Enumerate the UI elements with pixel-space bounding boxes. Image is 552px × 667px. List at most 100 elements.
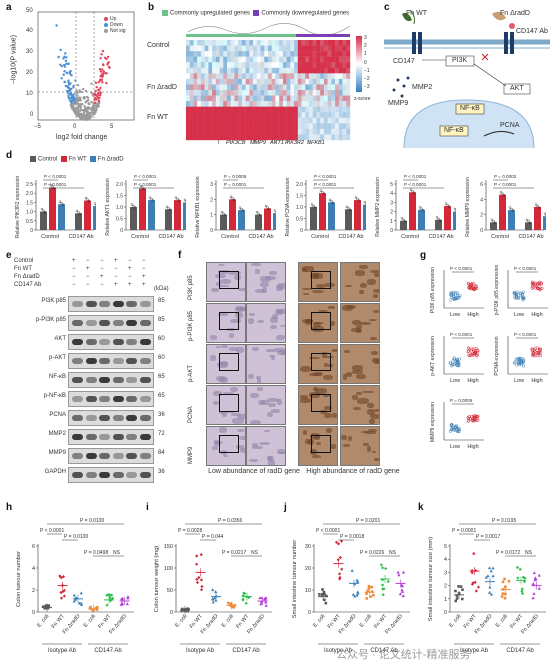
legend-fnwt: Fn WT	[68, 156, 87, 163]
heatmap-cell	[234, 128, 239, 135]
ihc-stain	[254, 269, 261, 274]
ihc-stain	[366, 278, 377, 285]
volcano-point	[83, 109, 87, 112]
ihc-ylabel: PCNA expression	[494, 336, 500, 375]
tumour-point	[370, 585, 373, 589]
heatmap-cell	[316, 123, 321, 130]
qpcr-ylabel: Relative AKT1 expression	[105, 178, 111, 235]
volcano-point	[98, 79, 102, 82]
qpcr-point	[502, 194, 506, 197]
tumour-group-isotype: Isotype Ab	[186, 648, 215, 654]
heatmap-cell	[331, 62, 336, 68]
ihc-pvalue: P < 0.0001	[514, 266, 537, 271]
heatmap-cell	[245, 56, 250, 63]
ihc-stain	[260, 276, 272, 282]
heatmap-cell	[249, 123, 254, 130]
volcano-point	[91, 92, 94, 96]
heatmap-cell	[230, 134, 235, 141]
ihc-caption-high: High abundance of radD gene	[306, 468, 400, 475]
heatmap-cell	[342, 112, 347, 118]
heatmap-cell	[323, 56, 328, 63]
heatmap-cell	[227, 117, 231, 124]
volcano-point	[92, 108, 96, 111]
heatmap-cell	[197, 101, 202, 107]
tumour-point	[323, 598, 326, 602]
tumour-point	[59, 591, 63, 595]
tumour-point	[195, 577, 199, 581]
ihc-ylabel: PI3K p85 expression	[430, 267, 436, 313]
ihc-stain	[347, 436, 352, 442]
schematic-fnwt: Fn WT	[406, 10, 427, 17]
heatmap-cell	[305, 84, 310, 91]
heatmap-cell	[223, 51, 228, 57]
heatmap-cell	[268, 134, 272, 141]
heatmap-cell	[338, 117, 343, 124]
ihc-stain	[373, 408, 379, 412]
heatmap-cell	[346, 95, 351, 102]
volcano-point	[76, 98, 80, 102]
qpcr-point	[501, 192, 504, 195]
tumour-group-isotype: Isotype Ab	[48, 648, 77, 654]
heatmap-cell	[286, 128, 291, 135]
volcano-xtick-1: 0	[73, 124, 77, 130]
heatmap-cell	[320, 51, 325, 57]
heatmap-cell	[215, 45, 220, 52]
tumour-point	[455, 597, 459, 600]
ztick-6: −3	[364, 84, 370, 91]
ihc-point-low	[520, 292, 524, 296]
heatmap-cell	[282, 45, 287, 52]
qpcr-point	[412, 191, 416, 194]
heatmap-cell	[238, 101, 243, 107]
ihc-point-high	[476, 418, 480, 422]
volcano-point	[60, 77, 63, 80]
ihc-point-high	[534, 286, 538, 290]
heatmap-cell	[197, 51, 202, 57]
heatmap-cell	[331, 45, 336, 52]
blot-band-label: p-NF-κB	[43, 393, 66, 399]
heatmap-cell	[186, 73, 190, 80]
heatmap-cell	[320, 45, 325, 52]
blot-cond-control: Control	[14, 258, 34, 264]
blot-band	[72, 358, 83, 364]
ihc-stain	[236, 445, 245, 449]
tumour-group-cd147: CD147 Ab	[94, 648, 122, 654]
volcano-point	[62, 63, 66, 67]
blot-band	[99, 301, 111, 307]
heatmap-cell	[309, 56, 313, 63]
ihc-stain	[304, 319, 313, 325]
ihc-xcat-high: High	[467, 444, 478, 450]
blot-cond-fnwt: Fn WT	[14, 266, 32, 272]
heatmap-cell	[331, 123, 336, 130]
heatmap-cell	[241, 40, 246, 46]
heatmap-cell	[342, 90, 347, 96]
tumour-point	[355, 593, 359, 597]
blot-band	[126, 396, 138, 402]
tumour-point	[380, 583, 385, 587]
tumour-point	[503, 577, 506, 581]
qpcr-group-cd147: CD147 Ab	[428, 234, 453, 240]
heatmap-cell	[245, 106, 250, 113]
ihc-point-high	[466, 346, 470, 350]
heatmap-cell	[342, 101, 347, 107]
tumour-point	[515, 565, 520, 570]
tumour-point	[470, 582, 475, 586]
heatmap-cell	[338, 67, 343, 74]
heatmap-cell	[275, 117, 280, 124]
ihc-stain	[323, 375, 333, 381]
ihc-stain	[215, 345, 221, 348]
volcano-point	[70, 74, 73, 77]
qpcr-ytick: 1	[390, 219, 393, 225]
heatmap-cell	[230, 73, 235, 80]
volcano-point	[75, 94, 78, 97]
heatmap-cell	[327, 106, 332, 113]
blot-band	[126, 339, 138, 345]
panel-letter-i: i	[146, 502, 149, 513]
panel-letter-k: k	[418, 502, 424, 513]
ihc-tile	[246, 262, 286, 302]
ihc-point-high	[536, 354, 540, 358]
volcano-ytick-4: 40	[26, 28, 33, 34]
ihc-stain	[326, 428, 333, 434]
heatmap-cell	[312, 62, 317, 68]
volcano-point	[69, 96, 73, 100]
ihc-point-high	[468, 354, 472, 358]
